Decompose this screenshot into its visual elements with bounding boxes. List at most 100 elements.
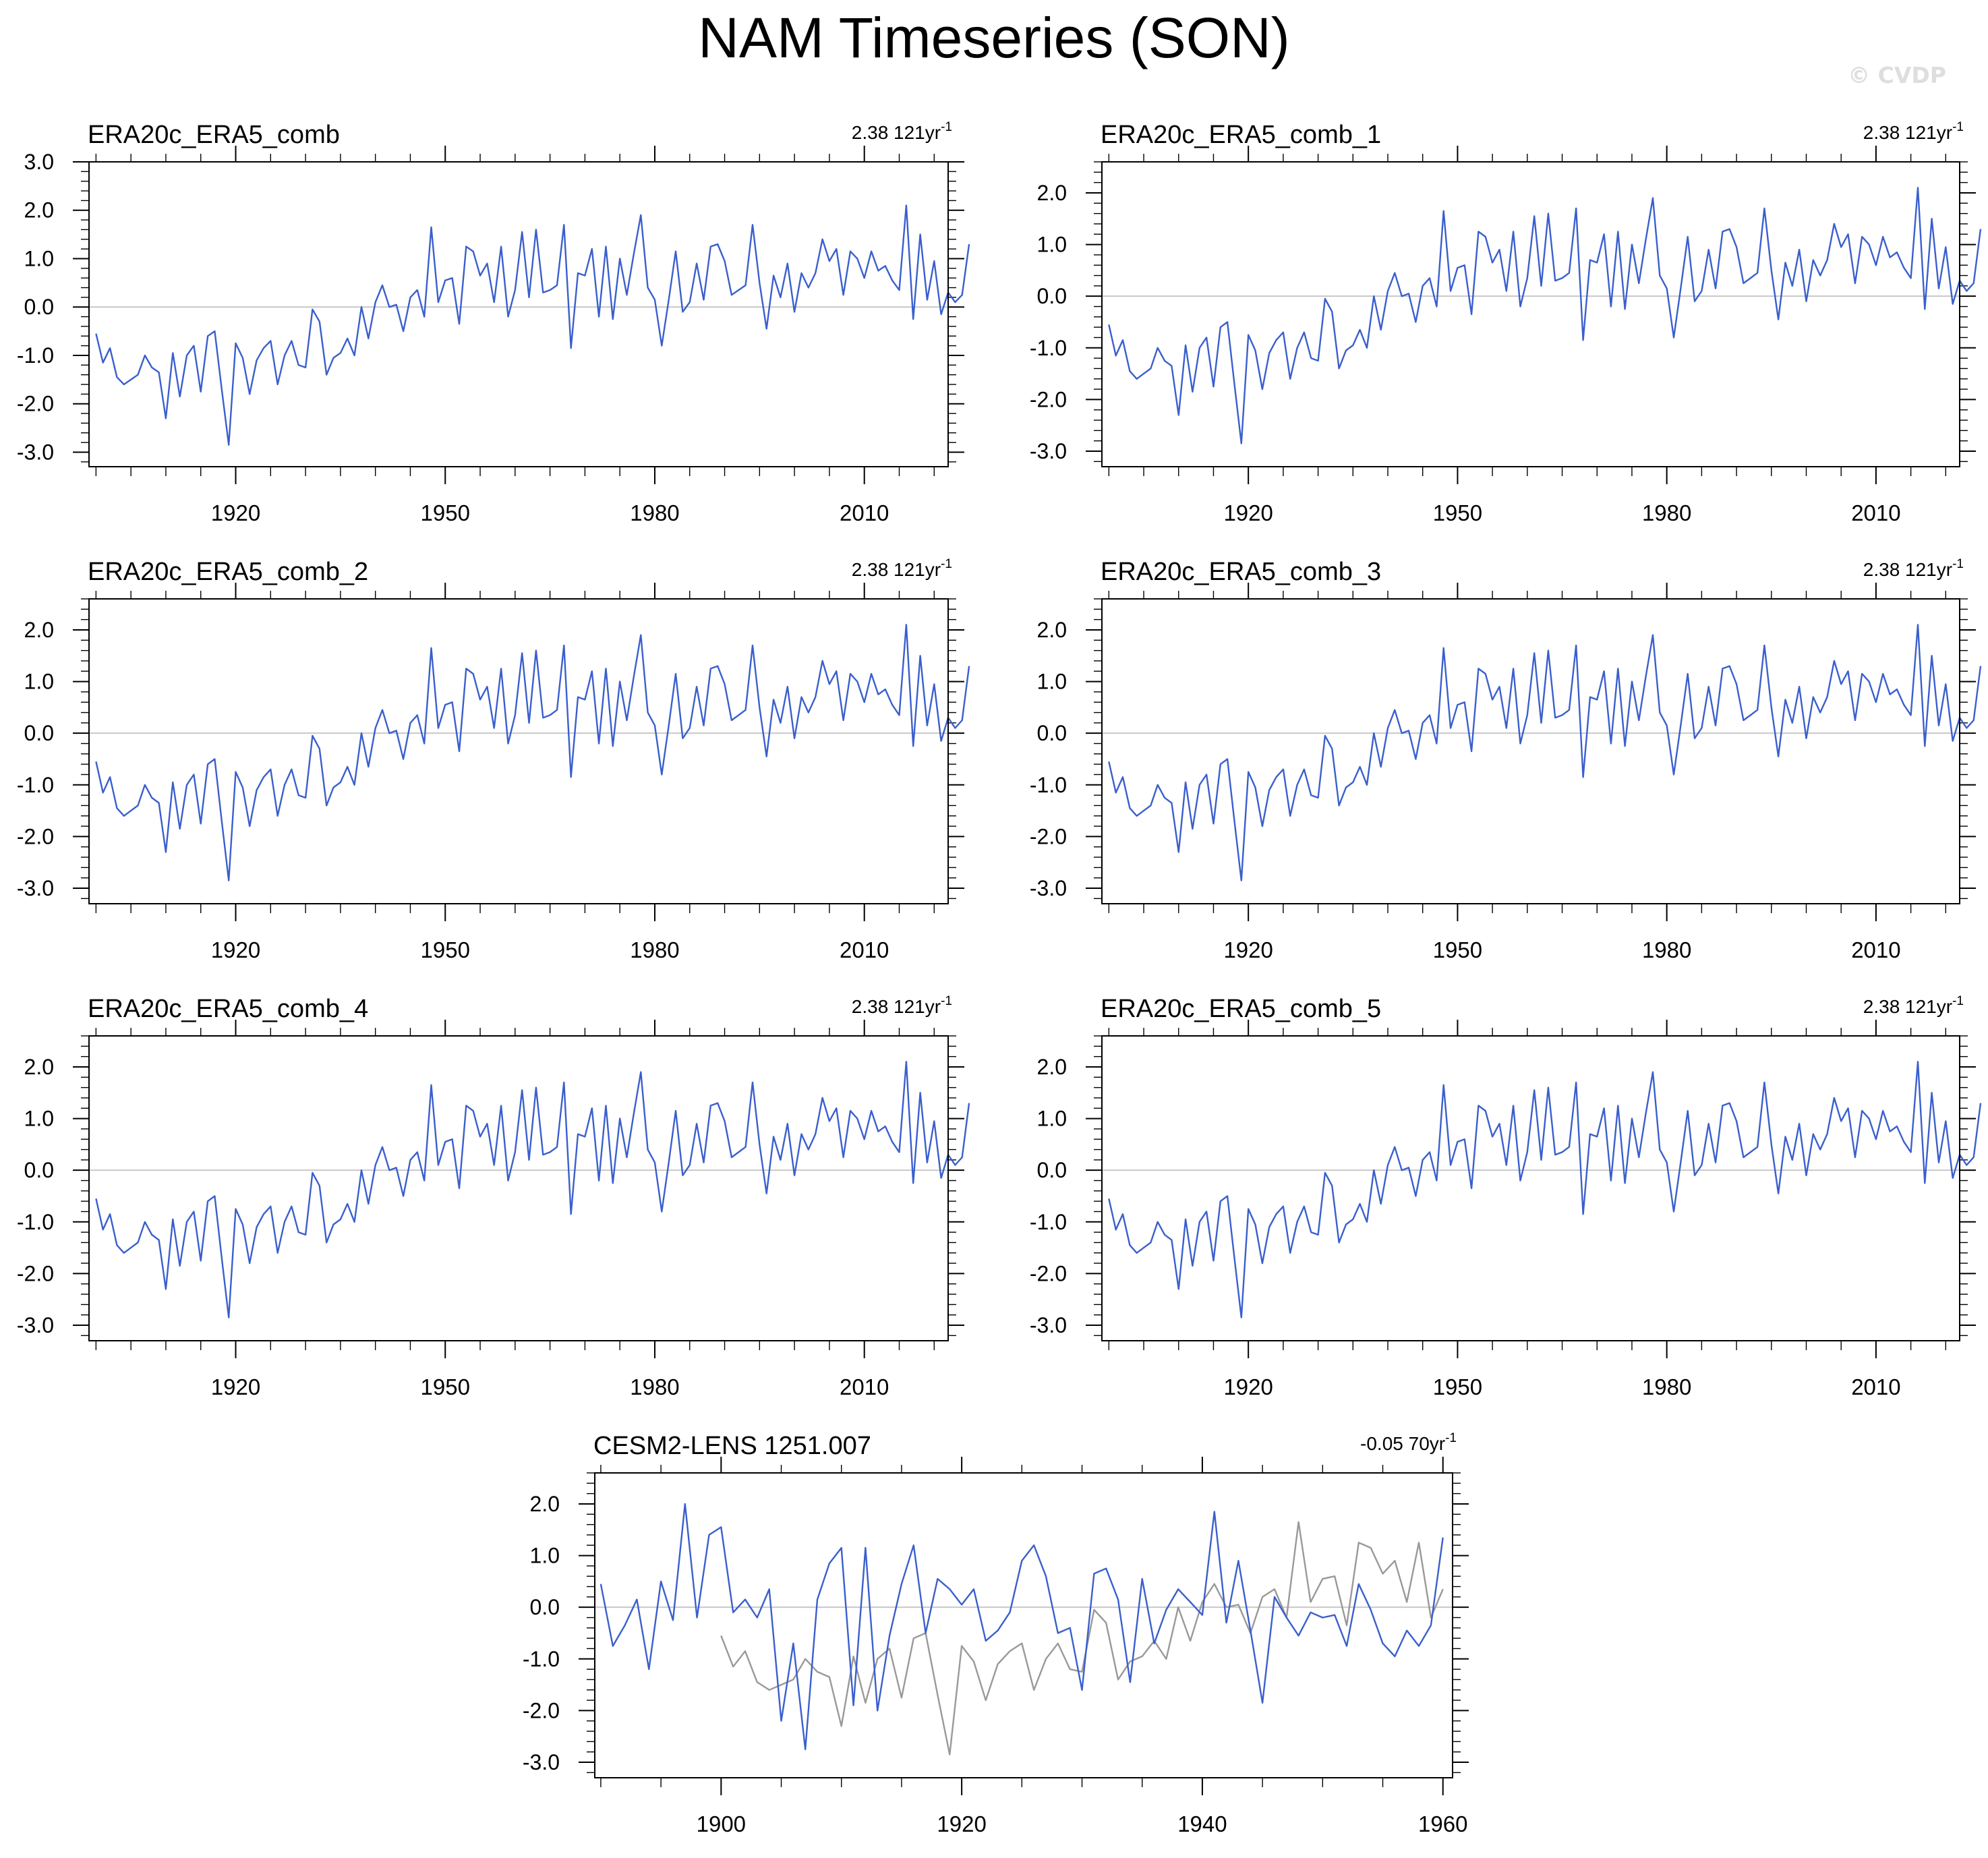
trend-label: 2.38 121yr-1 xyxy=(1863,557,1964,580)
x-tick-label: 1900 xyxy=(697,1811,746,1836)
x-tick-label: 1950 xyxy=(421,1374,470,1399)
x-tick-label: 1950 xyxy=(421,500,470,525)
series-line-ERA20c_ERA5_comb_4 xyxy=(95,1061,970,1318)
y-tick-label: 2.0 xyxy=(24,1055,54,1079)
x-tick-label: 2010 xyxy=(840,500,889,525)
panel-title: ERA20c_ERA5_comb xyxy=(88,121,340,149)
y-tick-label: -1.0 xyxy=(1030,773,1067,797)
y-tick-label: -1.0 xyxy=(523,1647,560,1671)
trend-label: 2.38 121yr-1 xyxy=(1863,994,1964,1017)
x-tick-label: 1950 xyxy=(421,937,470,962)
x-tick-label: 1950 xyxy=(1433,1374,1482,1399)
x-tick-label: 1920 xyxy=(937,1811,986,1836)
x-tick-label: 2010 xyxy=(840,937,889,962)
y-tick-label: -3.0 xyxy=(1030,876,1067,900)
x-tick-label: 1950 xyxy=(1433,937,1482,962)
y-tick-label: 0.0 xyxy=(24,295,54,319)
panel-3: ERA20c_ERA5_comb_2 2.38 121yr-1 2.0 1.0 0.0 -… xyxy=(17,557,970,962)
panel-title: ERA20c_ERA5_comb_1 xyxy=(1101,121,1381,149)
x-tick-label: 1920 xyxy=(1223,500,1273,525)
y-tick-label: -3.0 xyxy=(1030,439,1067,463)
x-tick-label: 1920 xyxy=(211,1374,260,1399)
panel-6: ERA20c_ERA5_comb_5 2.38 121yr-1 2.0 1.0 0.0 -… xyxy=(1030,994,1982,1399)
panel-1: ERA20c_ERA5_comb 2.38 121yr-1 3.0 2.0 1.0 0.0… xyxy=(17,120,970,525)
series-line-ERA20c_ERA5_comb xyxy=(720,1521,1444,1755)
y-tick-label: 0.0 xyxy=(1037,1158,1067,1182)
y-tick-label: -1.0 xyxy=(17,343,54,368)
y-tick-label: 0.0 xyxy=(24,721,54,745)
y-tick-label: -1.0 xyxy=(17,773,54,797)
series-line-ERA20c_ERA5_comb_3 xyxy=(1108,624,1982,881)
y-tick-label: -2.0 xyxy=(1030,824,1067,848)
y-tick-label: -2.0 xyxy=(17,392,54,416)
x-tick-label: 1940 xyxy=(1177,1811,1227,1836)
series-line-ERA20c_ERA5_comb xyxy=(95,204,970,446)
y-tick-label: 1.0 xyxy=(24,670,54,694)
trend-label: 2.38 121yr-1 xyxy=(852,557,952,580)
y-tick-label: -2.0 xyxy=(1030,387,1067,411)
y-tick-label: -3.0 xyxy=(17,440,54,464)
panel-title: CESM2-LENS 1251.007 xyxy=(593,1432,871,1460)
x-tick-label: 1920 xyxy=(211,500,260,525)
trend-label: -0.05 70yr-1 xyxy=(1360,1431,1457,1454)
y-tick-label: -2.0 xyxy=(523,1698,560,1722)
y-tick-label: 1.0 xyxy=(1037,233,1067,257)
y-tick-label: -1.0 xyxy=(1030,1210,1067,1234)
y-tick-label: 2.0 xyxy=(530,1492,560,1516)
y-tick-label: 3.0 xyxy=(24,150,54,174)
y-tick-label: 1.0 xyxy=(530,1544,560,1568)
x-tick-label: 1920 xyxy=(1223,1374,1273,1399)
x-tick-label: 2010 xyxy=(1851,937,1900,962)
y-tick-label: -3.0 xyxy=(523,1750,560,1774)
panel-title: ERA20c_ERA5_comb_3 xyxy=(1101,558,1381,586)
panel-2: ERA20c_ERA5_comb_1 2.38 121yr-1 2.0 1.0 0.0 -… xyxy=(1030,120,1982,525)
x-tick-label: 1980 xyxy=(630,937,679,962)
y-tick-label: -1.0 xyxy=(1030,336,1067,360)
x-tick-label: 2010 xyxy=(1851,1374,1900,1399)
series-line-ERA20c_ERA5_comb_5 xyxy=(1108,1061,1982,1318)
y-tick-label: 1.0 xyxy=(1037,1107,1067,1131)
trend-label: 2.38 121yr-1 xyxy=(852,994,952,1017)
x-tick-label: 1980 xyxy=(630,1374,679,1399)
y-tick-label: 2.0 xyxy=(24,198,54,223)
x-tick-label: 1920 xyxy=(1223,937,1273,962)
x-tick-label: 1980 xyxy=(1642,500,1691,525)
panel-4: ERA20c_ERA5_comb_3 2.38 121yr-1 2.0 1.0 0.0 -… xyxy=(1030,557,1982,962)
x-tick-label: 1960 xyxy=(1418,1811,1467,1836)
y-tick-label: 1.0 xyxy=(24,1107,54,1131)
plot-frame xyxy=(1101,1035,1960,1341)
panel-title: ERA20c_ERA5_comb_2 xyxy=(88,558,368,586)
series-line-ERA20c_ERA5_comb_2 xyxy=(95,624,970,881)
series-line-ERA20c_ERA5_comb_1 xyxy=(1108,187,1982,444)
y-tick-label: -2.0 xyxy=(17,824,54,848)
y-tick-label: 2.0 xyxy=(24,618,54,642)
x-tick-label: 1950 xyxy=(1433,500,1482,525)
plot-frame xyxy=(594,1472,1453,1778)
x-tick-label: 2010 xyxy=(1851,500,1900,525)
series-line-CESM2-LENS 1251.007 xyxy=(600,1503,1444,1751)
trend-label: 2.38 121yr-1 xyxy=(1863,120,1964,143)
x-tick-label: 1980 xyxy=(630,500,679,525)
y-tick-label: 0.0 xyxy=(1037,284,1067,308)
y-tick-label: -3.0 xyxy=(17,876,54,900)
y-tick-label: 2.0 xyxy=(1037,181,1067,205)
plot-frame xyxy=(1101,161,1960,467)
y-tick-label: 0.0 xyxy=(24,1158,54,1182)
figure-title: NAM Timeseries (SON) xyxy=(698,6,1290,69)
plot-frame xyxy=(88,1035,949,1341)
panel-title: ERA20c_ERA5_comb_5 xyxy=(1101,995,1381,1023)
y-tick-label: -2.0 xyxy=(17,1261,54,1285)
y-tick-label: -1.0 xyxy=(17,1210,54,1234)
y-tick-label: 1.0 xyxy=(1037,670,1067,694)
y-tick-label: 2.0 xyxy=(1037,1055,1067,1079)
y-tick-label: 1.0 xyxy=(24,246,54,270)
plot-frame xyxy=(88,598,949,904)
y-tick-label: -3.0 xyxy=(17,1313,54,1337)
y-tick-label: -2.0 xyxy=(1030,1261,1067,1285)
panel-7: CESM2-LENS 1251.007 -0.05 70yr-1 2.0 1.0 0.0… xyxy=(523,1431,1469,1836)
y-tick-label: 2.0 xyxy=(1037,618,1067,642)
trend-label: 2.38 121yr-1 xyxy=(852,120,952,143)
plot-frame xyxy=(88,161,949,467)
